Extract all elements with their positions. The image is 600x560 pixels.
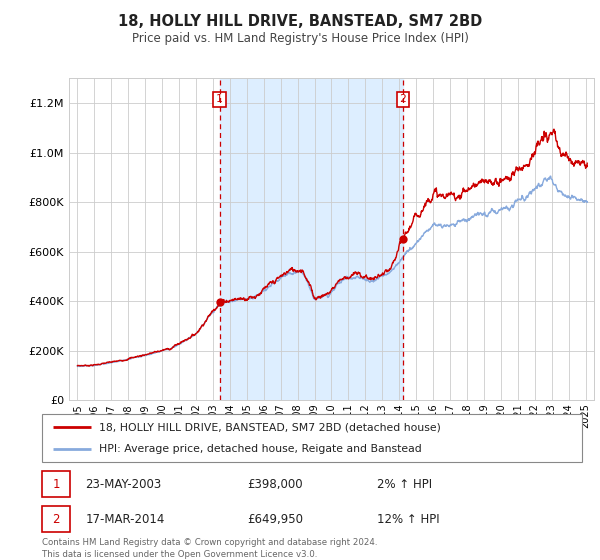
FancyBboxPatch shape — [42, 414, 582, 462]
Text: £649,950: £649,950 — [247, 513, 303, 526]
Text: 12% ↑ HPI: 12% ↑ HPI — [377, 513, 439, 526]
Text: 2: 2 — [52, 513, 60, 526]
FancyBboxPatch shape — [42, 471, 70, 497]
Text: HPI: Average price, detached house, Reigate and Banstead: HPI: Average price, detached house, Reig… — [98, 444, 421, 454]
Text: 23-MAY-2003: 23-MAY-2003 — [85, 478, 161, 491]
Text: 2: 2 — [400, 95, 406, 105]
Text: £398,000: £398,000 — [247, 478, 303, 491]
Text: 18, HOLLY HILL DRIVE, BANSTEAD, SM7 2BD: 18, HOLLY HILL DRIVE, BANSTEAD, SM7 2BD — [118, 14, 482, 29]
Text: 2% ↑ HPI: 2% ↑ HPI — [377, 478, 432, 491]
Text: 18, HOLLY HILL DRIVE, BANSTEAD, SM7 2BD (detached house): 18, HOLLY HILL DRIVE, BANSTEAD, SM7 2BD … — [98, 422, 440, 432]
Text: 1: 1 — [52, 478, 60, 491]
Text: Contains HM Land Registry data © Crown copyright and database right 2024.: Contains HM Land Registry data © Crown c… — [42, 538, 377, 547]
Text: 1: 1 — [216, 95, 223, 105]
Text: 17-MAR-2014: 17-MAR-2014 — [85, 513, 164, 526]
Text: Price paid vs. HM Land Registry's House Price Index (HPI): Price paid vs. HM Land Registry's House … — [131, 32, 469, 45]
Text: This data is licensed under the Open Government Licence v3.0.: This data is licensed under the Open Gov… — [42, 550, 317, 559]
FancyBboxPatch shape — [42, 506, 70, 533]
Bar — [220, 78, 403, 400]
